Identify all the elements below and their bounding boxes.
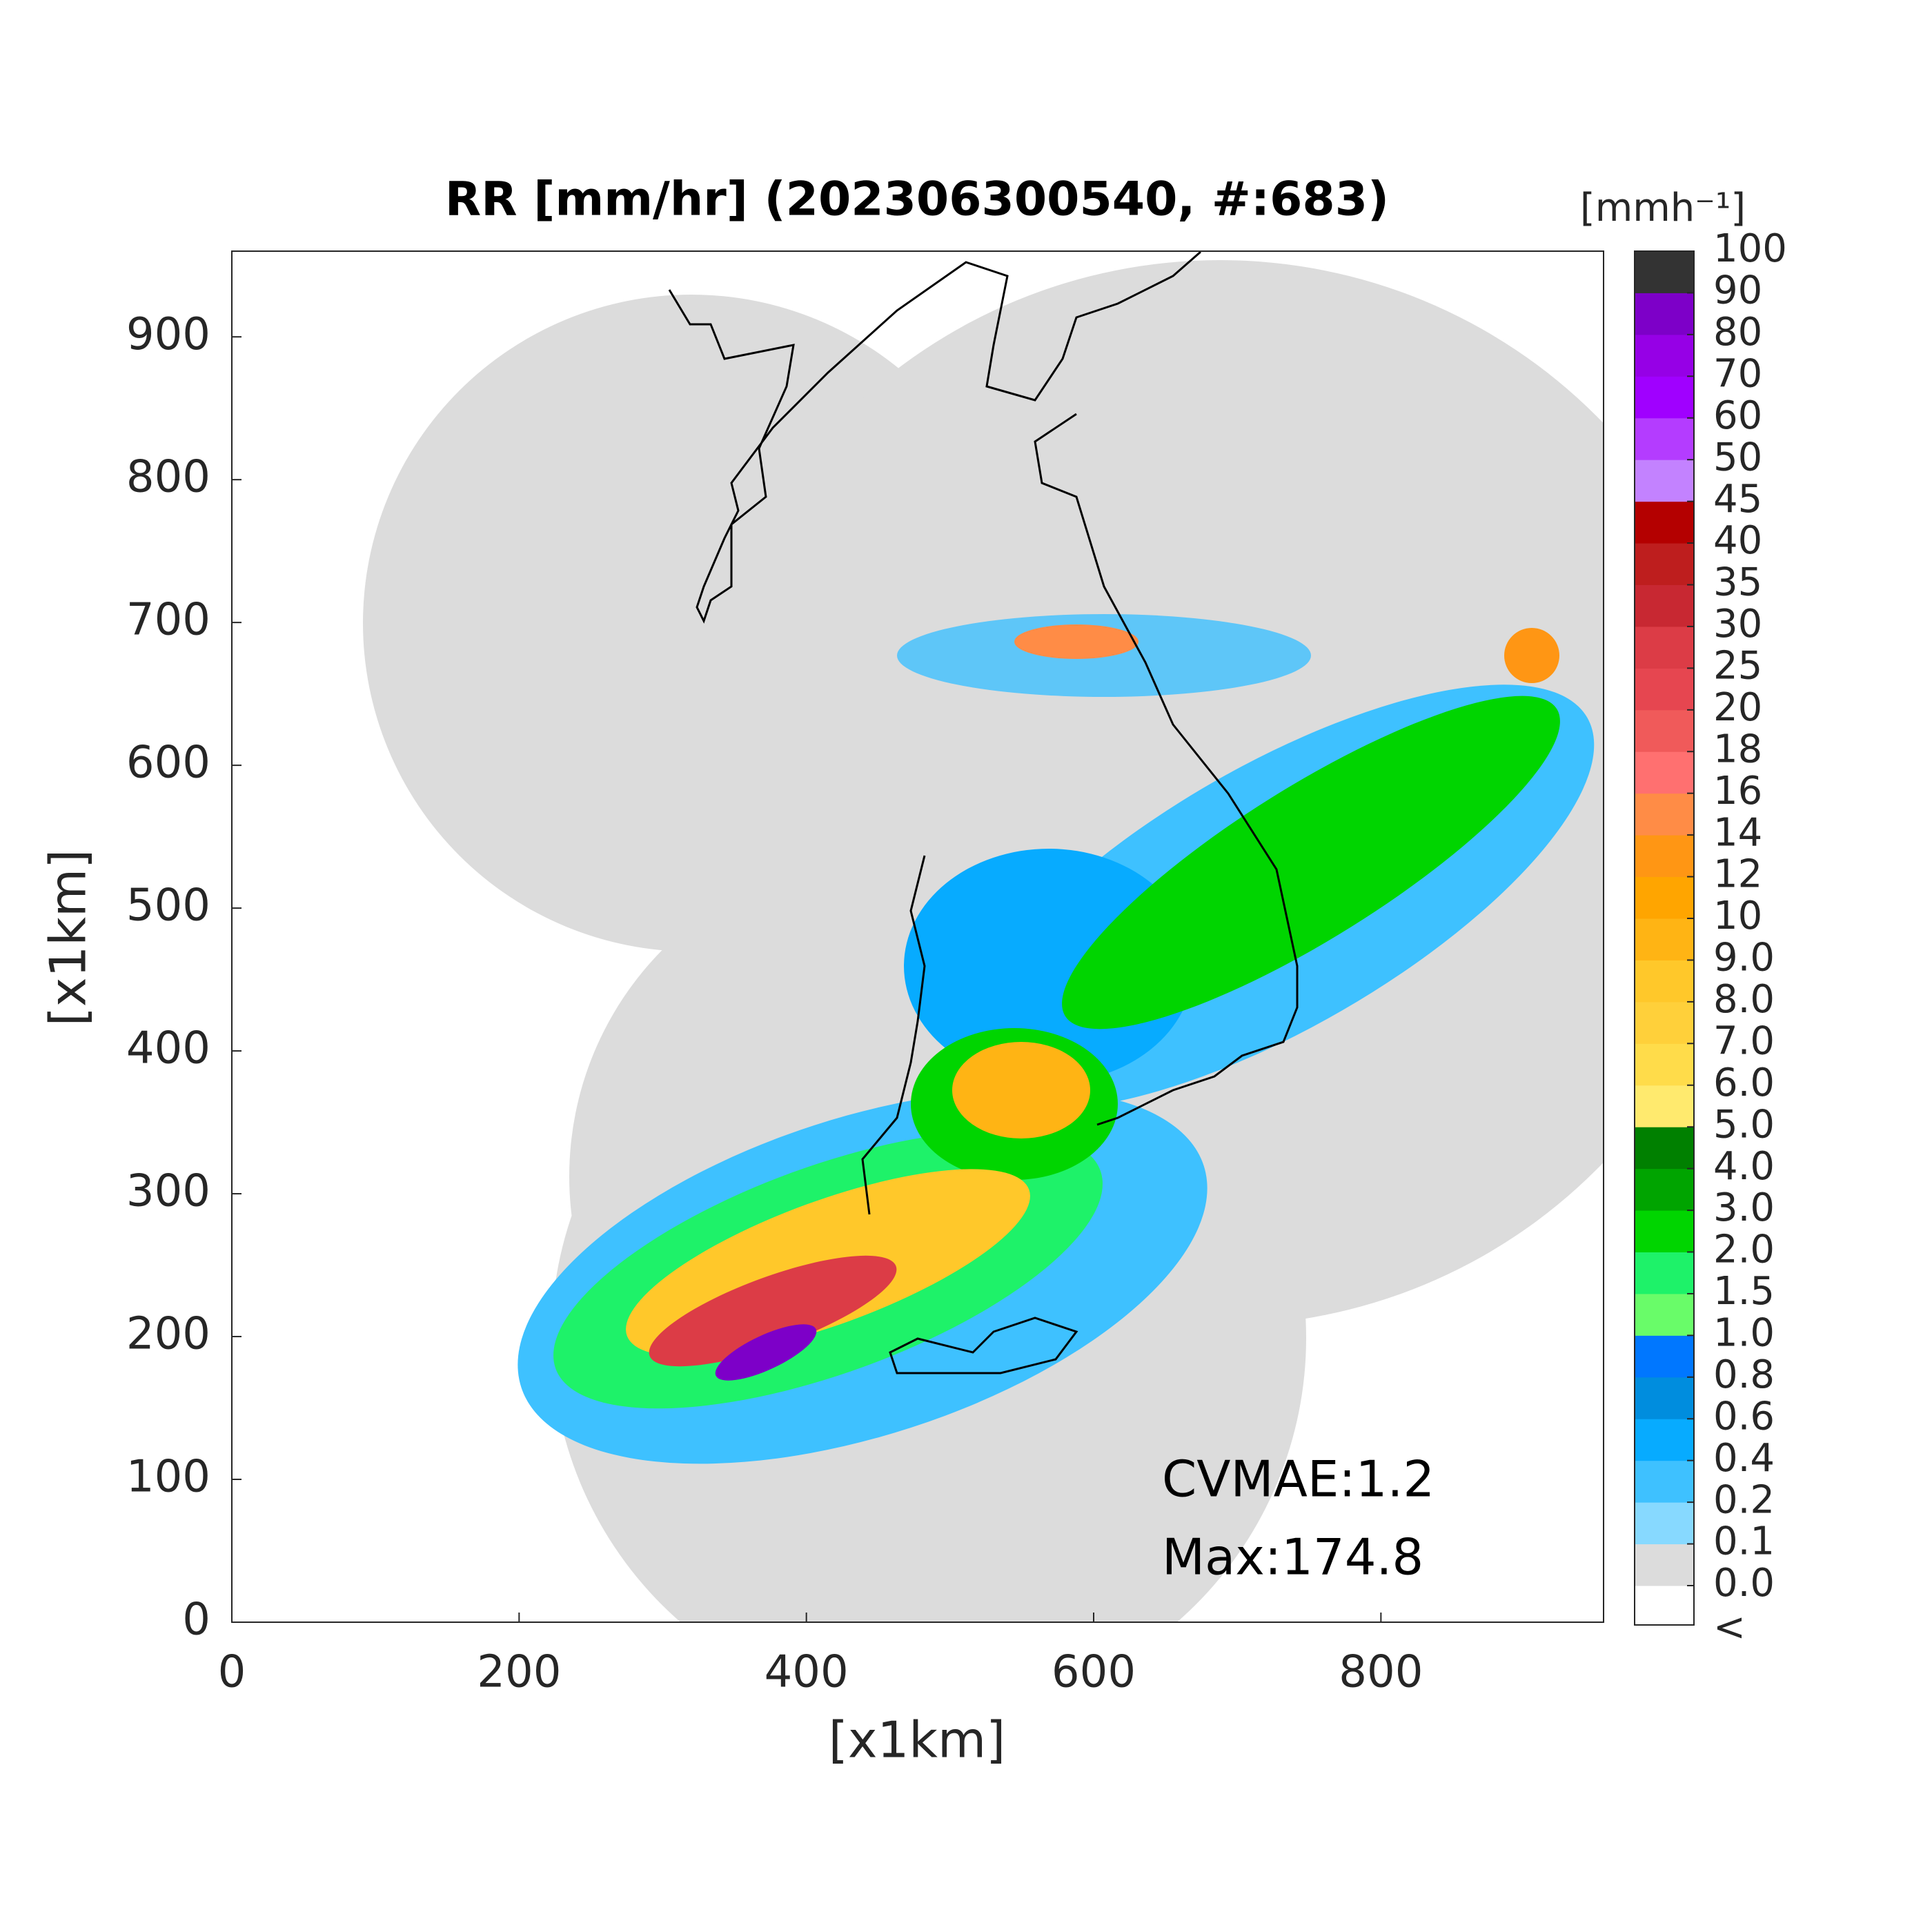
colorbar-label: 0.1 <box>1713 1519 1775 1564</box>
colorbar-label: 20 <box>1713 685 1762 730</box>
y-tick-label: 700 <box>126 595 210 646</box>
colorbar-label: 60 <box>1713 393 1762 438</box>
colorbar-label: 2.0 <box>1713 1228 1775 1272</box>
colorbar-cell <box>1635 709 1694 752</box>
colorbar-label: 50 <box>1713 435 1762 480</box>
y-tick-label: 500 <box>126 880 210 931</box>
colorbar-label: 1.5 <box>1713 1269 1775 1314</box>
colorbar-label: 100 <box>1713 226 1787 271</box>
colorbar-cell <box>1635 626 1694 669</box>
colorbar-cell <box>1635 751 1694 794</box>
colorbar-cell <box>1635 251 1694 293</box>
colorbar-label: 3.0 <box>1713 1185 1775 1230</box>
colorbar-cell <box>1635 876 1694 919</box>
radar-field <box>363 251 1604 1622</box>
colorbar-label: 0.8 <box>1713 1352 1775 1397</box>
colorbar-cell <box>1635 417 1694 460</box>
colorbar-cell <box>1635 501 1694 544</box>
colorbar-label: 0.2 <box>1713 1477 1775 1522</box>
colorbar-cell <box>1635 1460 1694 1503</box>
colorbar-label: 9.0 <box>1713 936 1775 980</box>
colorbar-label: 90 <box>1713 268 1762 313</box>
colorbar-cell <box>1635 334 1694 377</box>
y-axis-label: [x1km] <box>39 849 97 1026</box>
plot-frame <box>231 250 1604 1623</box>
x-tick-label: 200 <box>477 1647 561 1698</box>
colorbar-label: 4.0 <box>1713 1144 1775 1189</box>
x-axis-label: [x1km] <box>829 1711 1005 1769</box>
colorbar-label: 6.0 <box>1713 1061 1775 1105</box>
colorbar-label: 18 <box>1713 727 1762 771</box>
annotation: CVMAE:1.2 <box>1162 1450 1435 1508</box>
colorbar-label: 40 <box>1713 518 1762 563</box>
colorbar-label: 45 <box>1713 477 1762 522</box>
colorbar-cell <box>1635 1377 1694 1419</box>
y-tick-label: 800 <box>126 452 210 503</box>
annotation: Max:174.8 <box>1162 1528 1423 1586</box>
colorbar-cell <box>1635 835 1694 878</box>
colorbar-cell <box>1635 793 1694 836</box>
colorbar-cell <box>1635 918 1694 960</box>
colorbar-frame <box>1634 250 1695 1626</box>
colorbar-cell <box>1635 1210 1694 1252</box>
colorbar-cell <box>1635 376 1694 419</box>
x-tick-label: 800 <box>1339 1647 1423 1698</box>
colorbar-label: 0.6 <box>1713 1394 1775 1439</box>
x-tick-label: 0 <box>218 1647 246 1698</box>
colorbar-cell <box>1635 1586 1694 1625</box>
y-tick-label: 900 <box>126 309 210 360</box>
colorbar-label: 8.0 <box>1713 977 1775 1022</box>
colorbar-label: 10 <box>1713 894 1762 938</box>
precip-area <box>518 614 1595 1464</box>
colorbar-label: 70 <box>1713 351 1762 396</box>
colorbar-label: 0.4 <box>1713 1436 1775 1481</box>
colorbar-label: 25 <box>1713 644 1762 689</box>
colorbar-label: 30 <box>1713 602 1762 647</box>
colorbar-cell <box>1635 1001 1694 1044</box>
y-tick-label: 0 <box>182 1595 210 1646</box>
colorbar-label: 0.0 <box>1713 1561 1775 1606</box>
colorbar-cell <box>1635 460 1694 502</box>
colorbar-label: < <box>1713 1605 1746 1650</box>
chart-title: RR [mm/hr] (202306300540, #:683) <box>445 172 1389 227</box>
colorbar-cell <box>1635 1419 1694 1461</box>
colorbar-cell <box>1635 1502 1694 1545</box>
colorbar-label: 16 <box>1713 769 1762 814</box>
y-tick-label: 100 <box>126 1452 210 1503</box>
y-tick-label: 400 <box>126 1023 210 1074</box>
colorbar-label: 7.0 <box>1713 1018 1775 1063</box>
colorbar-cell <box>1635 1293 1694 1336</box>
colorbar-cell <box>1635 584 1694 627</box>
colorbar-cell <box>1635 1043 1694 1086</box>
colorbar-label: 1.0 <box>1713 1311 1775 1356</box>
colorbar-title: [mmh⁻¹] <box>1580 186 1746 230</box>
x-tick-label: 600 <box>1052 1647 1136 1698</box>
colorbar-label: 12 <box>1713 852 1762 897</box>
y-tick-label: 200 <box>126 1309 210 1360</box>
colorbar-cell <box>1635 1335 1694 1378</box>
colorbar-cell <box>1635 1252 1694 1294</box>
colorbar-label: 14 <box>1713 810 1762 855</box>
colorbar-cell <box>1635 543 1694 585</box>
colorbar-cell <box>1635 668 1694 711</box>
colorbar-label: 35 <box>1713 560 1762 605</box>
colorbar-cell <box>1635 1127 1694 1170</box>
coastline <box>668 251 1299 1374</box>
y-tick-label: 600 <box>126 738 210 789</box>
colorbar-cell <box>1635 1168 1694 1211</box>
x-tick-label: 400 <box>765 1647 849 1698</box>
colorbar-cell <box>1635 960 1694 1003</box>
colorbar-cell <box>1635 1085 1694 1127</box>
colorbar-label: 80 <box>1713 310 1762 355</box>
y-tick-label: 300 <box>126 1166 210 1217</box>
colorbar-label: 5.0 <box>1713 1102 1775 1147</box>
colorbar-cell <box>1635 293 1694 335</box>
colorbar-cell <box>1635 1544 1694 1586</box>
